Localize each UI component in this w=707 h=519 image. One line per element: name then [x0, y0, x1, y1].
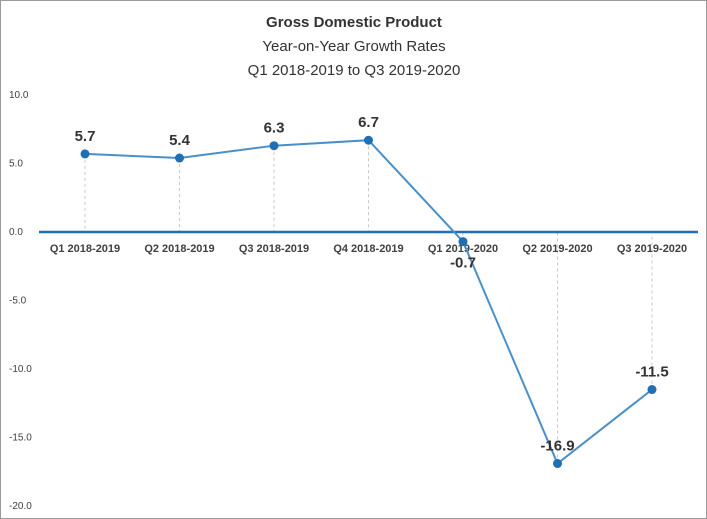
- x-tick-label: Q3 2018-2019: [239, 243, 309, 255]
- data-label: 6.3: [264, 120, 285, 137]
- y-tick-label: 5.0: [9, 159, 23, 170]
- data-label: 5.7: [75, 128, 96, 145]
- chart-subtitle-line-2: Q1 2018-2019 to Q3 2019-2020: [248, 62, 461, 79]
- chart-subtitle-line-1: Year-on-Year Growth Rates: [262, 38, 445, 55]
- data-label: 6.7: [358, 114, 379, 131]
- x-tick-label: Q1 2018-2019: [50, 243, 120, 255]
- data-point: [269, 141, 279, 151]
- y-tick-label: 10.0: [9, 90, 29, 101]
- data-label: -0.7: [450, 255, 476, 272]
- x-tick-label: Q2 2018-2019: [144, 243, 214, 255]
- y-tick-label: -15.0: [9, 433, 32, 444]
- data-label: -16.9: [540, 438, 574, 455]
- data-point: [458, 237, 468, 247]
- data-label: -11.5: [635, 364, 668, 381]
- x-tick-label: Q2 2019-2020: [522, 243, 592, 255]
- data-label: 5.4: [169, 132, 191, 149]
- y-tick-label: -20.0: [9, 501, 32, 512]
- chart-title: Gross Domestic Product: [266, 14, 442, 31]
- data-point: [175, 153, 184, 163]
- data-point: [80, 149, 90, 159]
- x-tick-label: Q3 2019-2020: [617, 243, 687, 255]
- x-tick-label: Q1 2019-2020: [428, 243, 498, 255]
- x-tick-label: Q4 2018-2019: [333, 243, 403, 255]
- y-tick-label: 0.0: [9, 227, 23, 238]
- y-tick-label: -10.0: [9, 364, 32, 375]
- y-tick-label: -5.0: [9, 296, 27, 307]
- data-point: [647, 385, 657, 395]
- data-point: [364, 135, 373, 145]
- data-point: [553, 459, 562, 469]
